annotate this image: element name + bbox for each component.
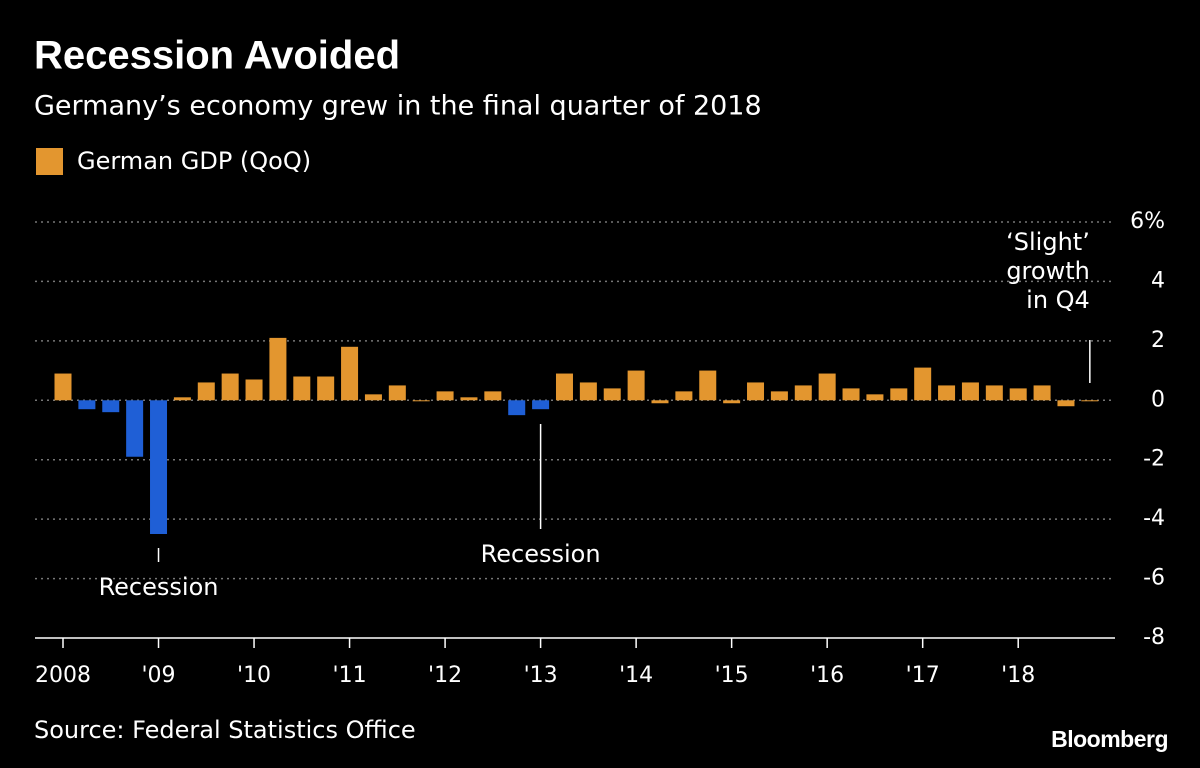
x-tick-label: 2008 [35,663,91,688]
y-tick-label: -4 [1143,506,1165,531]
bar [508,400,526,416]
brand: Bloomberg [1051,726,1168,752]
x-tick-label: '12 [428,663,462,688]
bar [579,382,597,401]
bar [54,373,72,401]
x-tick-label: '16 [810,663,844,688]
x-tick-label: '13 [524,663,558,688]
y-tick-label: 6% [1130,209,1165,234]
bar [818,373,836,401]
annotation: in Q4 [1026,286,1090,314]
y-tick-label: 0 [1151,387,1165,412]
x-tick-label: '09 [141,663,175,688]
bar [221,373,239,401]
bar [245,379,263,401]
y-tick-label: 4 [1151,268,1165,293]
bar [842,388,860,401]
bar [603,388,621,401]
y-tick-label: -8 [1143,625,1165,650]
bar [1009,388,1027,401]
bar [651,400,669,404]
bar [269,337,287,401]
y-tick-label: 2 [1151,328,1165,353]
bar [747,382,765,401]
bar [723,400,741,404]
bar [173,397,191,401]
legend-label: German GDP (QoQ) [77,147,311,175]
bar [532,400,550,410]
annotation: ‘Slight’ [1006,228,1090,256]
bar [1081,400,1099,402]
bar [293,376,311,401]
bar [484,391,502,401]
bar [102,400,120,413]
x-tick-label: '11 [333,663,367,688]
bar [890,388,908,401]
bar [412,400,430,402]
bar [341,346,359,401]
bar [1033,385,1051,401]
bar [460,397,478,401]
x-tick-label: '14 [619,663,653,688]
bar [78,400,96,410]
bar [627,370,645,401]
x-tick-label: '17 [906,663,940,688]
bar [770,391,788,401]
annotation: growth [1006,257,1090,285]
bar [317,376,335,401]
bar [914,367,932,401]
bar [675,391,693,401]
chart-subtitle: Germany’s economy grew in the final quar… [34,91,762,122]
annotation: Recession [481,540,601,568]
annotation: Recession [99,573,219,601]
bar [794,385,812,401]
y-tick-label: -2 [1143,447,1165,472]
bar [364,394,382,401]
bar [126,400,144,457]
bar [985,385,1003,401]
bar [938,385,956,401]
legend-swatch [36,148,63,175]
bar [388,385,406,401]
x-tick-label: '15 [715,663,749,688]
y-tick-label: -6 [1143,566,1165,591]
bar [555,373,573,401]
chart-title: Recession Avoided [34,34,400,78]
bar [1057,400,1075,407]
bar [866,394,884,401]
x-tick-label: '18 [1001,663,1035,688]
bar [436,391,454,401]
bar [197,382,215,401]
x-tick-label: '10 [237,663,271,688]
bar [150,400,168,534]
bar [699,370,717,401]
bar [961,382,979,401]
source: Source: Federal Statistics Office [34,716,416,744]
